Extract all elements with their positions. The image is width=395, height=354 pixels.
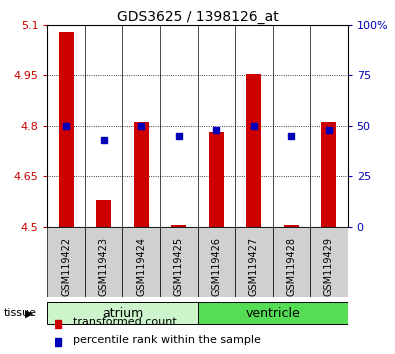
Bar: [273, 25, 310, 227]
Bar: [273, 227, 310, 297]
Text: GSM119424: GSM119424: [136, 237, 146, 296]
Bar: [198, 227, 235, 297]
Bar: [47, 227, 85, 297]
Text: GSM119425: GSM119425: [174, 237, 184, 296]
Bar: [310, 25, 348, 227]
Text: transformed count: transformed count: [73, 317, 177, 327]
Text: ▶: ▶: [25, 308, 34, 318]
Bar: [47, 25, 85, 227]
Bar: [47, 302, 198, 324]
Bar: [85, 25, 122, 227]
Bar: [160, 227, 198, 297]
Text: GSM119422: GSM119422: [61, 237, 71, 296]
Bar: [85, 227, 122, 297]
Text: GSM119423: GSM119423: [99, 237, 109, 296]
Bar: [122, 227, 160, 297]
Bar: [198, 25, 235, 227]
Bar: [96, 200, 111, 227]
Bar: [198, 302, 348, 324]
Bar: [160, 25, 198, 227]
Title: GDS3625 / 1398126_at: GDS3625 / 1398126_at: [117, 10, 278, 24]
Text: ventricle: ventricle: [245, 307, 300, 320]
Bar: [246, 74, 261, 227]
Text: tissue: tissue: [4, 308, 37, 318]
Bar: [235, 25, 273, 227]
Text: GSM119428: GSM119428: [286, 237, 296, 296]
Text: atrium: atrium: [102, 307, 143, 320]
Bar: [58, 32, 73, 227]
Bar: [209, 132, 224, 227]
Bar: [235, 227, 273, 297]
Bar: [310, 227, 348, 297]
Text: GSM119426: GSM119426: [211, 237, 221, 296]
Bar: [322, 122, 337, 227]
Text: percentile rank within the sample: percentile rank within the sample: [73, 335, 261, 345]
Bar: [134, 122, 149, 227]
Text: GSM119429: GSM119429: [324, 237, 334, 296]
Bar: [171, 225, 186, 227]
Bar: [122, 25, 160, 227]
Bar: [284, 225, 299, 227]
Text: GSM119427: GSM119427: [249, 237, 259, 296]
